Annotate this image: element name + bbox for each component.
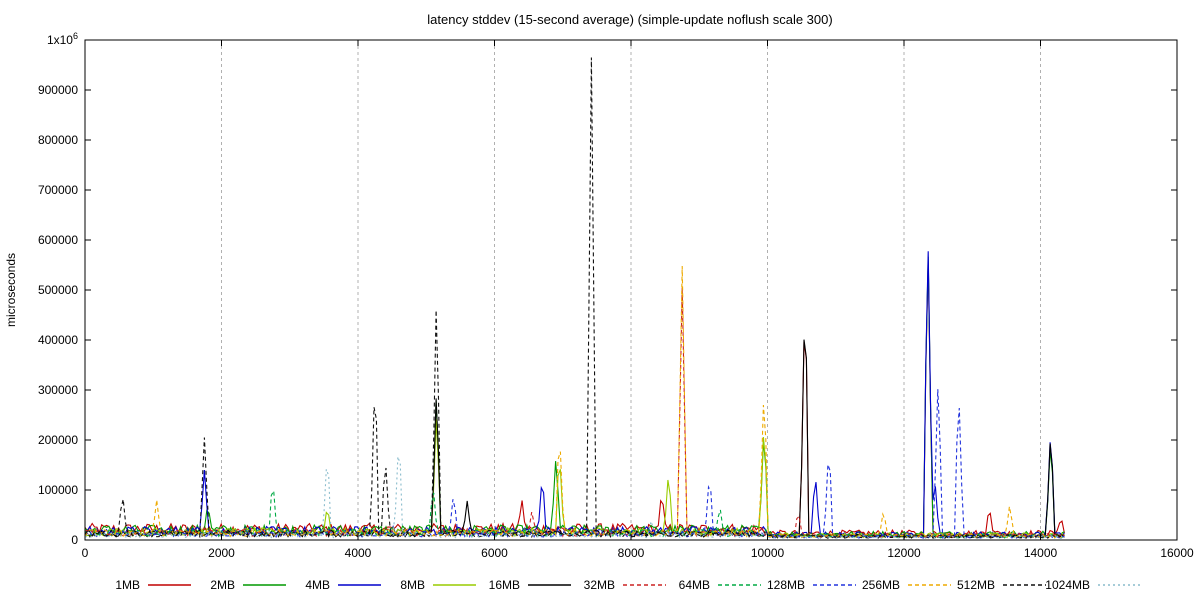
legend: 1MB 2MB 4MB 8MB 16MB 32MB 64MB 128MB 256MB 512MB 1…	[115, 578, 1141, 592]
y-tick-label: 400000	[38, 333, 78, 347]
x-tick-label: 0	[82, 546, 89, 560]
x-tick-label: 2000	[208, 546, 235, 560]
x-tick-label: 14000	[1024, 546, 1058, 560]
x-tick-label: 6000	[481, 546, 508, 560]
y-tick-label: 0	[71, 533, 78, 547]
legend-label-64mb: 64MB	[679, 578, 710, 592]
x-tick-label: 4000	[345, 546, 372, 560]
x-tick-label: 10000	[751, 546, 785, 560]
y-tick-label: 800000	[38, 133, 78, 147]
legend-label-1mb: 1MB	[115, 578, 140, 592]
y-axis-label: microseconds	[4, 253, 18, 327]
y-tick-label: 600000	[38, 233, 78, 247]
series-line-64mb	[84, 488, 1065, 539]
legend-label-512mb: 512MB	[957, 578, 995, 592]
y-tick-label: 700000	[38, 183, 78, 197]
legend-label-8mb: 8MB	[400, 578, 425, 592]
series-line-8mb	[84, 419, 1065, 539]
chart-title: latency stddev (15-second average) (simp…	[427, 12, 832, 27]
legend-label-1024mb: 1024MB	[1045, 578, 1090, 592]
series-line-2mb	[84, 256, 1065, 538]
x-tick-label: 12000	[887, 546, 921, 560]
y-tick-label: 200000	[38, 433, 78, 447]
legend-label-128mb: 128MB	[767, 578, 805, 592]
legend-label-2mb: 2MB	[210, 578, 235, 592]
legend-label-16mb: 16MB	[489, 578, 520, 592]
legend-label-256mb: 256MB	[862, 578, 900, 592]
x-grid-lines	[221, 40, 1041, 540]
y-tick-label: 300000	[38, 383, 78, 397]
x-tick-label: 8000	[618, 546, 645, 560]
series-line-512mb	[84, 57, 1065, 539]
y-tick-label-top: 1x106	[47, 31, 78, 47]
legend-label-32mb: 32MB	[584, 578, 615, 592]
legend-label-4mb: 4MB	[305, 578, 330, 592]
y-tick-label: 900000	[38, 83, 78, 97]
axis-ticks: 0 2000 4000 6000 8000 10000 12000 14000 16000 0 10…	[38, 31, 1194, 560]
y-tick-label: 500000	[38, 283, 78, 297]
y-tick-label: 100000	[38, 483, 78, 497]
series-line-256mb	[84, 265, 1065, 539]
series-lines	[84, 57, 1065, 540]
x-tick-label: 16000	[1160, 546, 1194, 560]
